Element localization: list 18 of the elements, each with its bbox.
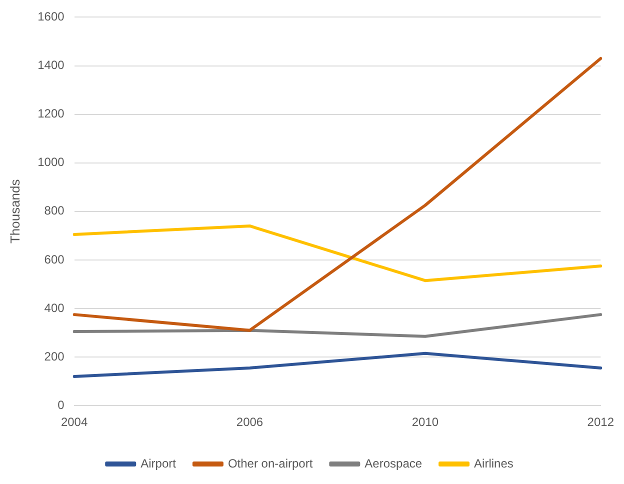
y-tick-label: 0 — [58, 398, 65, 412]
x-tick-label: 2006 — [236, 415, 264, 430]
legend-label: Aerospace — [364, 456, 422, 470]
y-tick-label: 400 — [44, 300, 65, 315]
legend-label: Airport — [140, 456, 177, 470]
y-tick-label: 1600 — [38, 10, 65, 24]
y-tick-label: 1000 — [38, 155, 65, 170]
y-tick-label: 1400 — [38, 58, 65, 72]
y-tick-label: 1200 — [38, 106, 65, 121]
x-tick-label: 2004 — [60, 415, 88, 430]
y-tick-label: 800 — [44, 204, 65, 218]
y-tick-label: 200 — [44, 349, 65, 364]
y-axis-title: Thousands — [7, 178, 22, 244]
x-tick-label: 2012 — [587, 415, 614, 430]
legend-label: Other on-airport — [228, 456, 314, 470]
y-tick-label: 600 — [44, 252, 65, 266]
legend-label: Airlines — [474, 456, 514, 470]
x-tick-label: 2010 — [412, 415, 439, 430]
